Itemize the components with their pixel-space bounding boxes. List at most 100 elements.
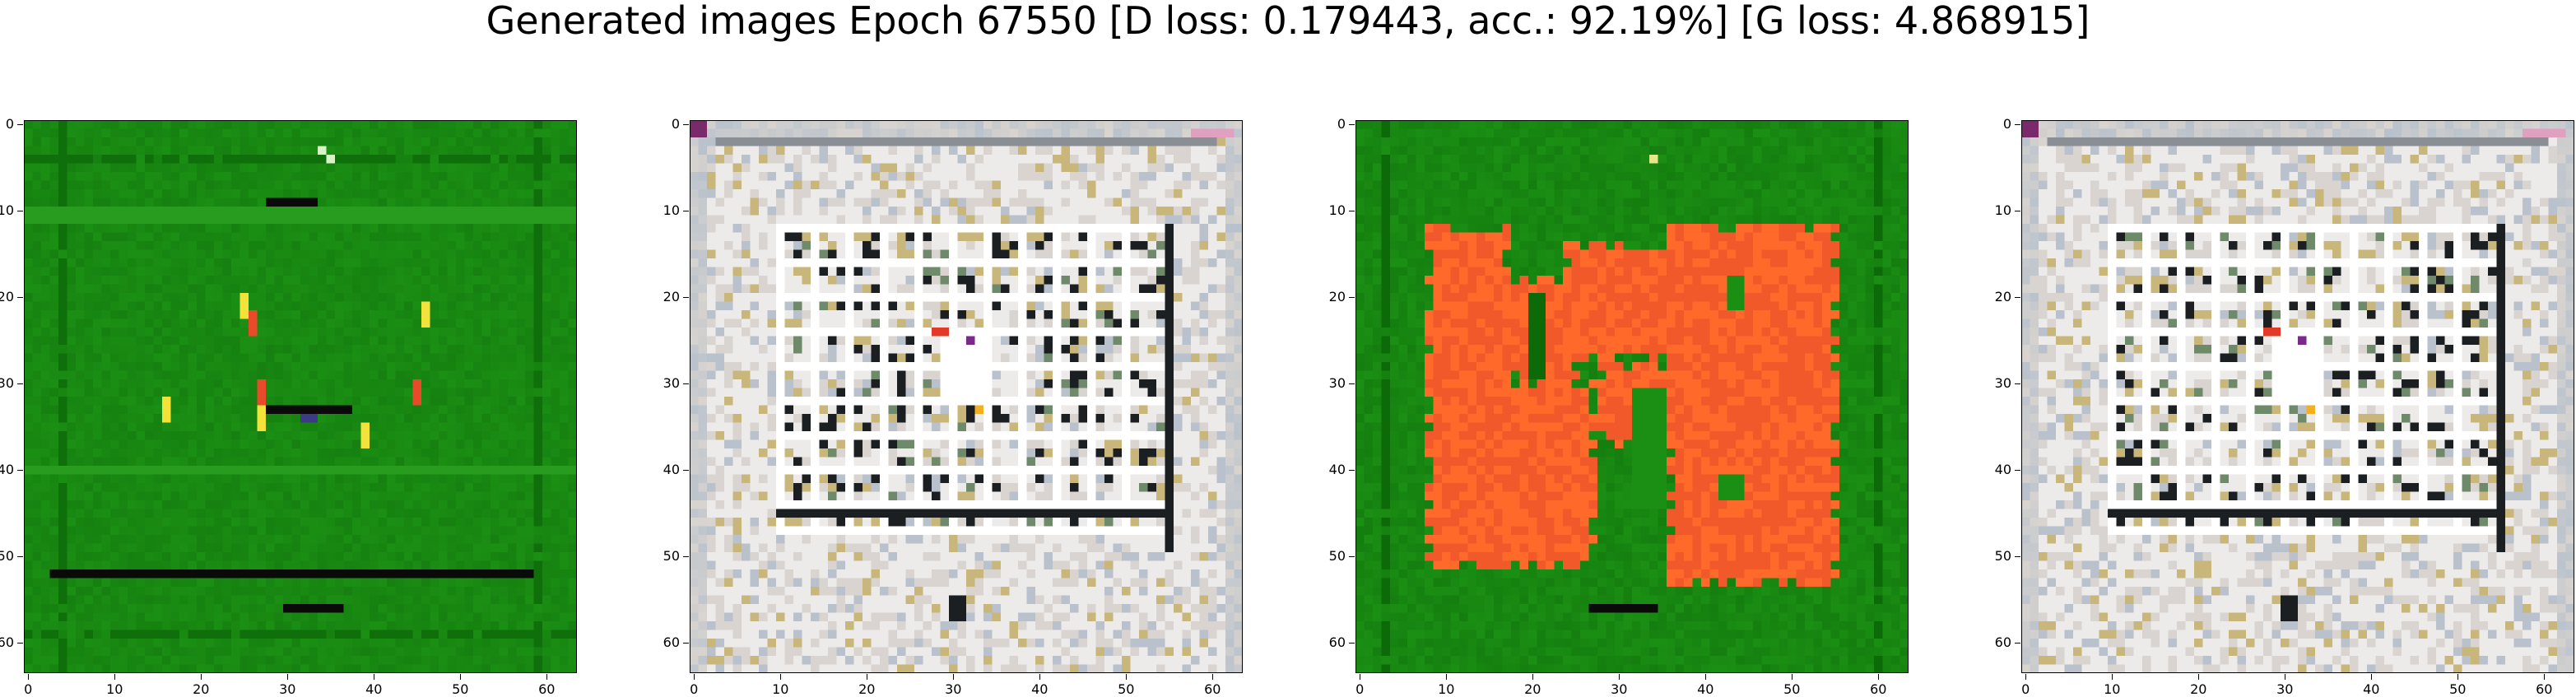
x-tick-label: 40 [2363,683,2379,696]
y-tick-mark [17,556,23,557]
y-tick-mark [2015,470,2020,471]
x-tick-label: 30 [2276,683,2293,696]
y-tick-mark [1349,643,1355,644]
y-tick-label: 40 [1329,463,1346,476]
y-tick-mark [17,470,23,471]
x-tick-label: 60 [2536,683,2552,696]
y-tick-mark [2015,297,2020,298]
y-tick-mark [2015,643,2020,644]
x-tick-label: 0 [24,683,32,696]
y-tick-label: 60 [0,636,14,649]
x-tick-mark [1446,674,1447,680]
x-tick-label: 0 [2021,683,2030,696]
y-tick-mark [1349,297,1355,298]
y-tick-label: 0 [1337,118,1346,131]
y-tick-mark [2015,124,2020,125]
generated-image-1 [24,120,577,673]
x-tick-label: 10 [1438,683,1454,696]
y-tick-label: 50 [663,550,680,563]
generated-image-2 [690,120,1243,673]
x-tick-mark [1212,674,1213,680]
y-tick-label: 30 [1329,377,1346,390]
x-tick-label: 50 [452,683,468,696]
x-tick-mark [2112,674,2113,680]
x-tick-label: 20 [193,683,209,696]
x-tick-label: 50 [2449,683,2466,696]
x-tick-mark [1532,674,1533,680]
x-tick-label: 30 [279,683,295,696]
y-tick-label: 10 [1995,204,2011,217]
y-tick-label: 20 [0,290,14,304]
x-tick-label: 30 [1611,683,1627,696]
x-tick-mark [546,674,547,680]
y-tick-mark [683,383,689,384]
y-tick-label: 30 [0,377,14,390]
x-tick-label: 20 [2190,683,2206,696]
y-tick-label: 10 [1329,204,1346,217]
figure-title: Generated images Epoch 67550 [D loss: 0.… [0,0,2576,41]
x-tick-label: 10 [772,683,788,696]
x-tick-label: 60 [1204,683,1221,696]
x-tick-label: 10 [106,683,123,696]
x-tick-mark [1039,674,1040,680]
y-tick-mark [17,643,23,644]
y-tick-mark [683,297,689,298]
x-tick-label: 40 [365,683,382,696]
generated-image-3 [1355,120,1909,673]
x-tick-mark [1705,674,1706,680]
x-tick-mark [2198,674,2199,680]
y-tick-mark [1349,470,1355,471]
y-tick-label: 40 [663,463,680,476]
x-tick-label: 50 [1783,683,1800,696]
x-tick-mark [694,674,695,680]
y-tick-label: 0 [2003,118,2011,131]
x-tick-label: 0 [1355,683,1364,696]
y-tick-label: 0 [672,118,680,131]
x-tick-mark [2457,674,2458,680]
y-tick-label: 60 [1995,636,2011,649]
y-tick-mark [1349,556,1355,557]
y-tick-label: 40 [1995,463,2011,476]
y-tick-mark [1349,124,1355,125]
x-tick-mark [114,674,115,680]
x-tick-mark [953,674,954,680]
y-tick-mark [17,297,23,298]
x-tick-label: 60 [1870,683,1886,696]
x-tick-label: 0 [690,683,698,696]
x-tick-label: 10 [2104,683,2120,696]
x-tick-mark [780,674,781,680]
y-tick-mark [17,124,23,125]
x-tick-label: 20 [858,683,875,696]
x-tick-mark [287,674,288,680]
x-tick-label: 20 [1524,683,1541,696]
x-tick-label: 40 [1031,683,1048,696]
x-tick-mark [2371,674,2372,680]
x-tick-mark [2025,674,2026,680]
y-tick-label: 0 [6,118,14,131]
y-tick-mark [17,383,23,384]
x-tick-label: 30 [945,683,961,696]
y-tick-label: 30 [1995,377,2011,390]
x-tick-label: 50 [1118,683,1134,696]
y-tick-mark [2015,383,2020,384]
y-tick-label: 20 [1995,290,2011,304]
y-tick-label: 60 [663,636,680,649]
x-tick-mark [2544,674,2545,680]
y-tick-label: 40 [0,463,14,476]
y-tick-mark [683,124,689,125]
x-tick-mark [1619,674,1620,680]
y-tick-label: 50 [1995,550,2011,563]
x-tick-mark [1126,674,1127,680]
y-tick-label: 10 [663,204,680,217]
y-tick-label: 20 [663,290,680,304]
y-tick-label: 20 [1329,290,1346,304]
y-tick-mark [2015,556,2020,557]
y-tick-mark [1349,383,1355,384]
y-tick-label: 10 [0,204,14,217]
y-tick-mark [683,556,689,557]
x-tick-mark [1878,674,1879,680]
